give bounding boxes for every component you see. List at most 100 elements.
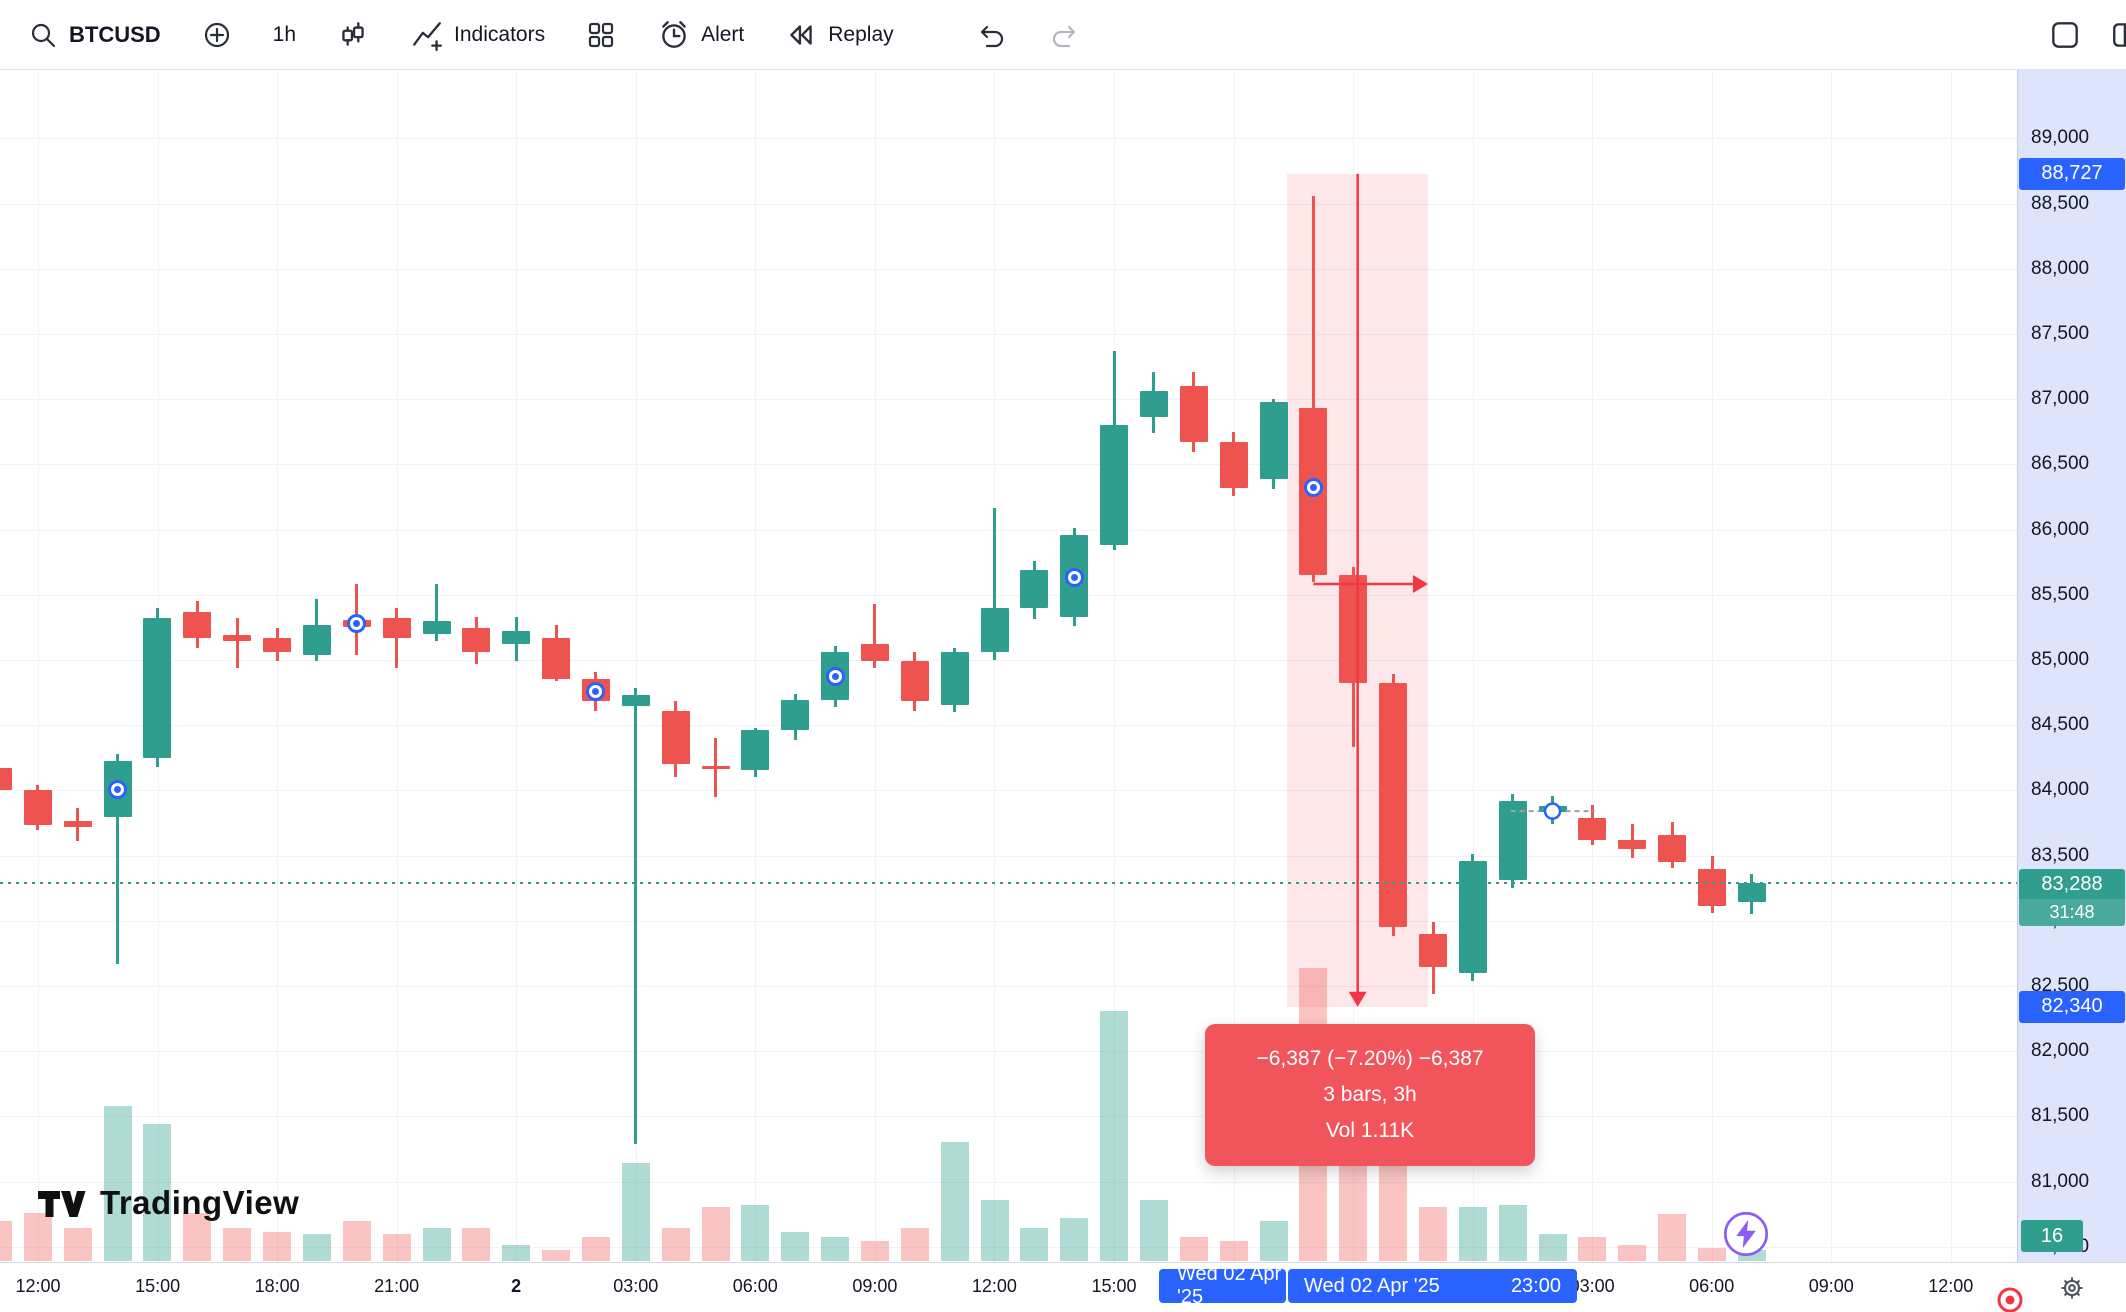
measure-end-time-badge: Wed 02 Apr '25 23:00 [1288, 1269, 1577, 1303]
volume-bar [1219, 1240, 1248, 1261]
grid-line-v [1831, 70, 1833, 1262]
redo-icon [1052, 25, 1075, 47]
grid-line-h [0, 138, 2017, 140]
grid-line-v [755, 70, 757, 1262]
price-tick-label: 88,000 [2031, 257, 2090, 279]
grid-line-v [635, 70, 637, 1262]
grid-line-v [1114, 70, 1115, 1262]
candle-wick [634, 687, 638, 1144]
price-tick-label: 87,500 [2031, 322, 2090, 344]
grid-line-v [1950, 70, 1952, 1262]
candle-body [940, 652, 969, 705]
data-problem-icon[interactable] [1995, 1285, 2025, 1312]
alert-button[interactable]: Alert [644, 8, 757, 62]
volume-bar [860, 1240, 889, 1261]
top-toolbar: BTCUSD 1h Indicators Alert Replay [0, 0, 2126, 70]
grid-line-v [516, 70, 518, 1262]
replay-button[interactable]: Replay [771, 8, 906, 62]
time-tick-label: 06:00 [732, 1276, 778, 1296]
axis-settings-corner[interactable] [2017, 1262, 2126, 1312]
volume-bar [821, 1236, 850, 1261]
tradingview-logo-text: TradingView [100, 1184, 300, 1221]
time-tick-label: 12:00 [15, 1276, 61, 1296]
time-tick-label: 06:00 [1689, 1276, 1735, 1296]
interval-button[interactable]: 1h [260, 8, 309, 62]
alert-label: Alert [701, 22, 745, 46]
measure-tooltip: −6,387 (−7.20%) −6,387 3 bars, 3h Vol 1.… [1205, 1024, 1535, 1166]
chart-style-button[interactable] [323, 8, 383, 62]
measure-band-layer [0, 70, 2017, 1262]
candle-body [422, 621, 451, 635]
price-tick-label: 83,500 [2031, 844, 2090, 866]
grid-line-h [0, 594, 2017, 596]
grid-line-h [0, 1246, 2017, 1248]
panel-split-icon [2113, 22, 2126, 47]
undo-button[interactable] [961, 8, 1021, 62]
tradingview-logo[interactable]: TradingView [36, 1184, 299, 1222]
panel-maximize-button[interactable] [2042, 8, 2088, 62]
chart-canvas[interactable]: −6,387 (−7.20%) −6,387 3 bars, 3h Vol 1.… [0, 70, 2017, 1262]
grid-line-v [38, 70, 39, 1262]
candle-body [860, 644, 889, 662]
candle-wick [435, 584, 438, 641]
volume-bar [502, 1245, 531, 1261]
price-tick-label: 85,500 [2031, 583, 2090, 605]
candle-body [542, 638, 570, 679]
measure-to-price-badge: 82,340 [2019, 990, 2125, 1023]
volume-bar [542, 1250, 570, 1261]
candle-body [1339, 575, 1368, 684]
candle-body [1698, 868, 1726, 906]
redo-button[interactable] [1035, 8, 1095, 62]
grid-line-h [0, 203, 2017, 205]
candle-body [223, 634, 252, 641]
volume-bar [422, 1227, 451, 1261]
candle-body [1219, 442, 1248, 488]
volume-bar [701, 1207, 730, 1261]
measure-change: −6,387 (−7.20%) −6,387 [1256, 1047, 1484, 1070]
last-price-line [0, 882, 2017, 885]
price-tick-label: 86,000 [2031, 518, 2090, 540]
candlestick-style-icon [342, 21, 364, 46]
tradingview-mark-icon [38, 1191, 86, 1217]
price-tick-label: 87,000 [2031, 388, 2090, 410]
time-tick-label: 09:00 [1808, 1276, 1854, 1296]
candle-wick [993, 508, 996, 660]
candle-wick [235, 617, 239, 668]
grid-line-v [1711, 70, 1713, 1262]
candle-wick [873, 603, 877, 668]
grid-line-v [277, 70, 279, 1262]
symbol-label: BTCUSD [69, 21, 161, 47]
candle-body [0, 767, 12, 791]
grid-line-h [0, 529, 2017, 531]
price-tick-label: 81,500 [2031, 1105, 2090, 1127]
session-marker-icon [347, 613, 367, 633]
volume-bar [781, 1231, 810, 1261]
compare-add-button[interactable] [188, 8, 246, 62]
time-tick-label: 12:00 [1928, 1276, 1974, 1296]
candle-body [502, 630, 531, 645]
candle-body [63, 820, 92, 828]
volume-bar [1458, 1207, 1487, 1261]
volume-bar [900, 1227, 929, 1261]
volume-bar [1538, 1234, 1567, 1261]
time-tick-label: 21:00 [374, 1276, 420, 1296]
panel-layout-button[interactable] [2110, 8, 2126, 62]
candle-body [1658, 835, 1687, 862]
candle-body [1419, 933, 1447, 967]
candle-body [900, 661, 929, 701]
quick-trade-bolt-button[interactable] [1722, 1210, 1770, 1258]
layout-grid-button[interactable] [572, 8, 630, 62]
indicators-button[interactable]: Indicators [397, 8, 558, 62]
symbol-search-button[interactable]: BTCUSD [14, 8, 174, 62]
grid-line-v [1233, 70, 1235, 1262]
price-tick-label: 82,500 [2031, 974, 2090, 996]
candle-body [1139, 391, 1168, 418]
end-date: Wed 02 Apr '25 [1304, 1274, 1440, 1297]
price-scale[interactable]: 89,000 88,500 88,000 87,500 87,000 86,500 86,0… [2017, 70, 2126, 1262]
candle-body [1020, 569, 1049, 608]
replay-icon [790, 24, 812, 45]
price-tick-label: 86,500 [2031, 453, 2090, 475]
volume-bar [0, 1221, 12, 1261]
time-axis[interactable]: 12:00 15:00 18:00 21:00 2 03:00 06:00 09:00 12:0… [0, 1262, 2126, 1312]
volume-bar [63, 1227, 92, 1261]
